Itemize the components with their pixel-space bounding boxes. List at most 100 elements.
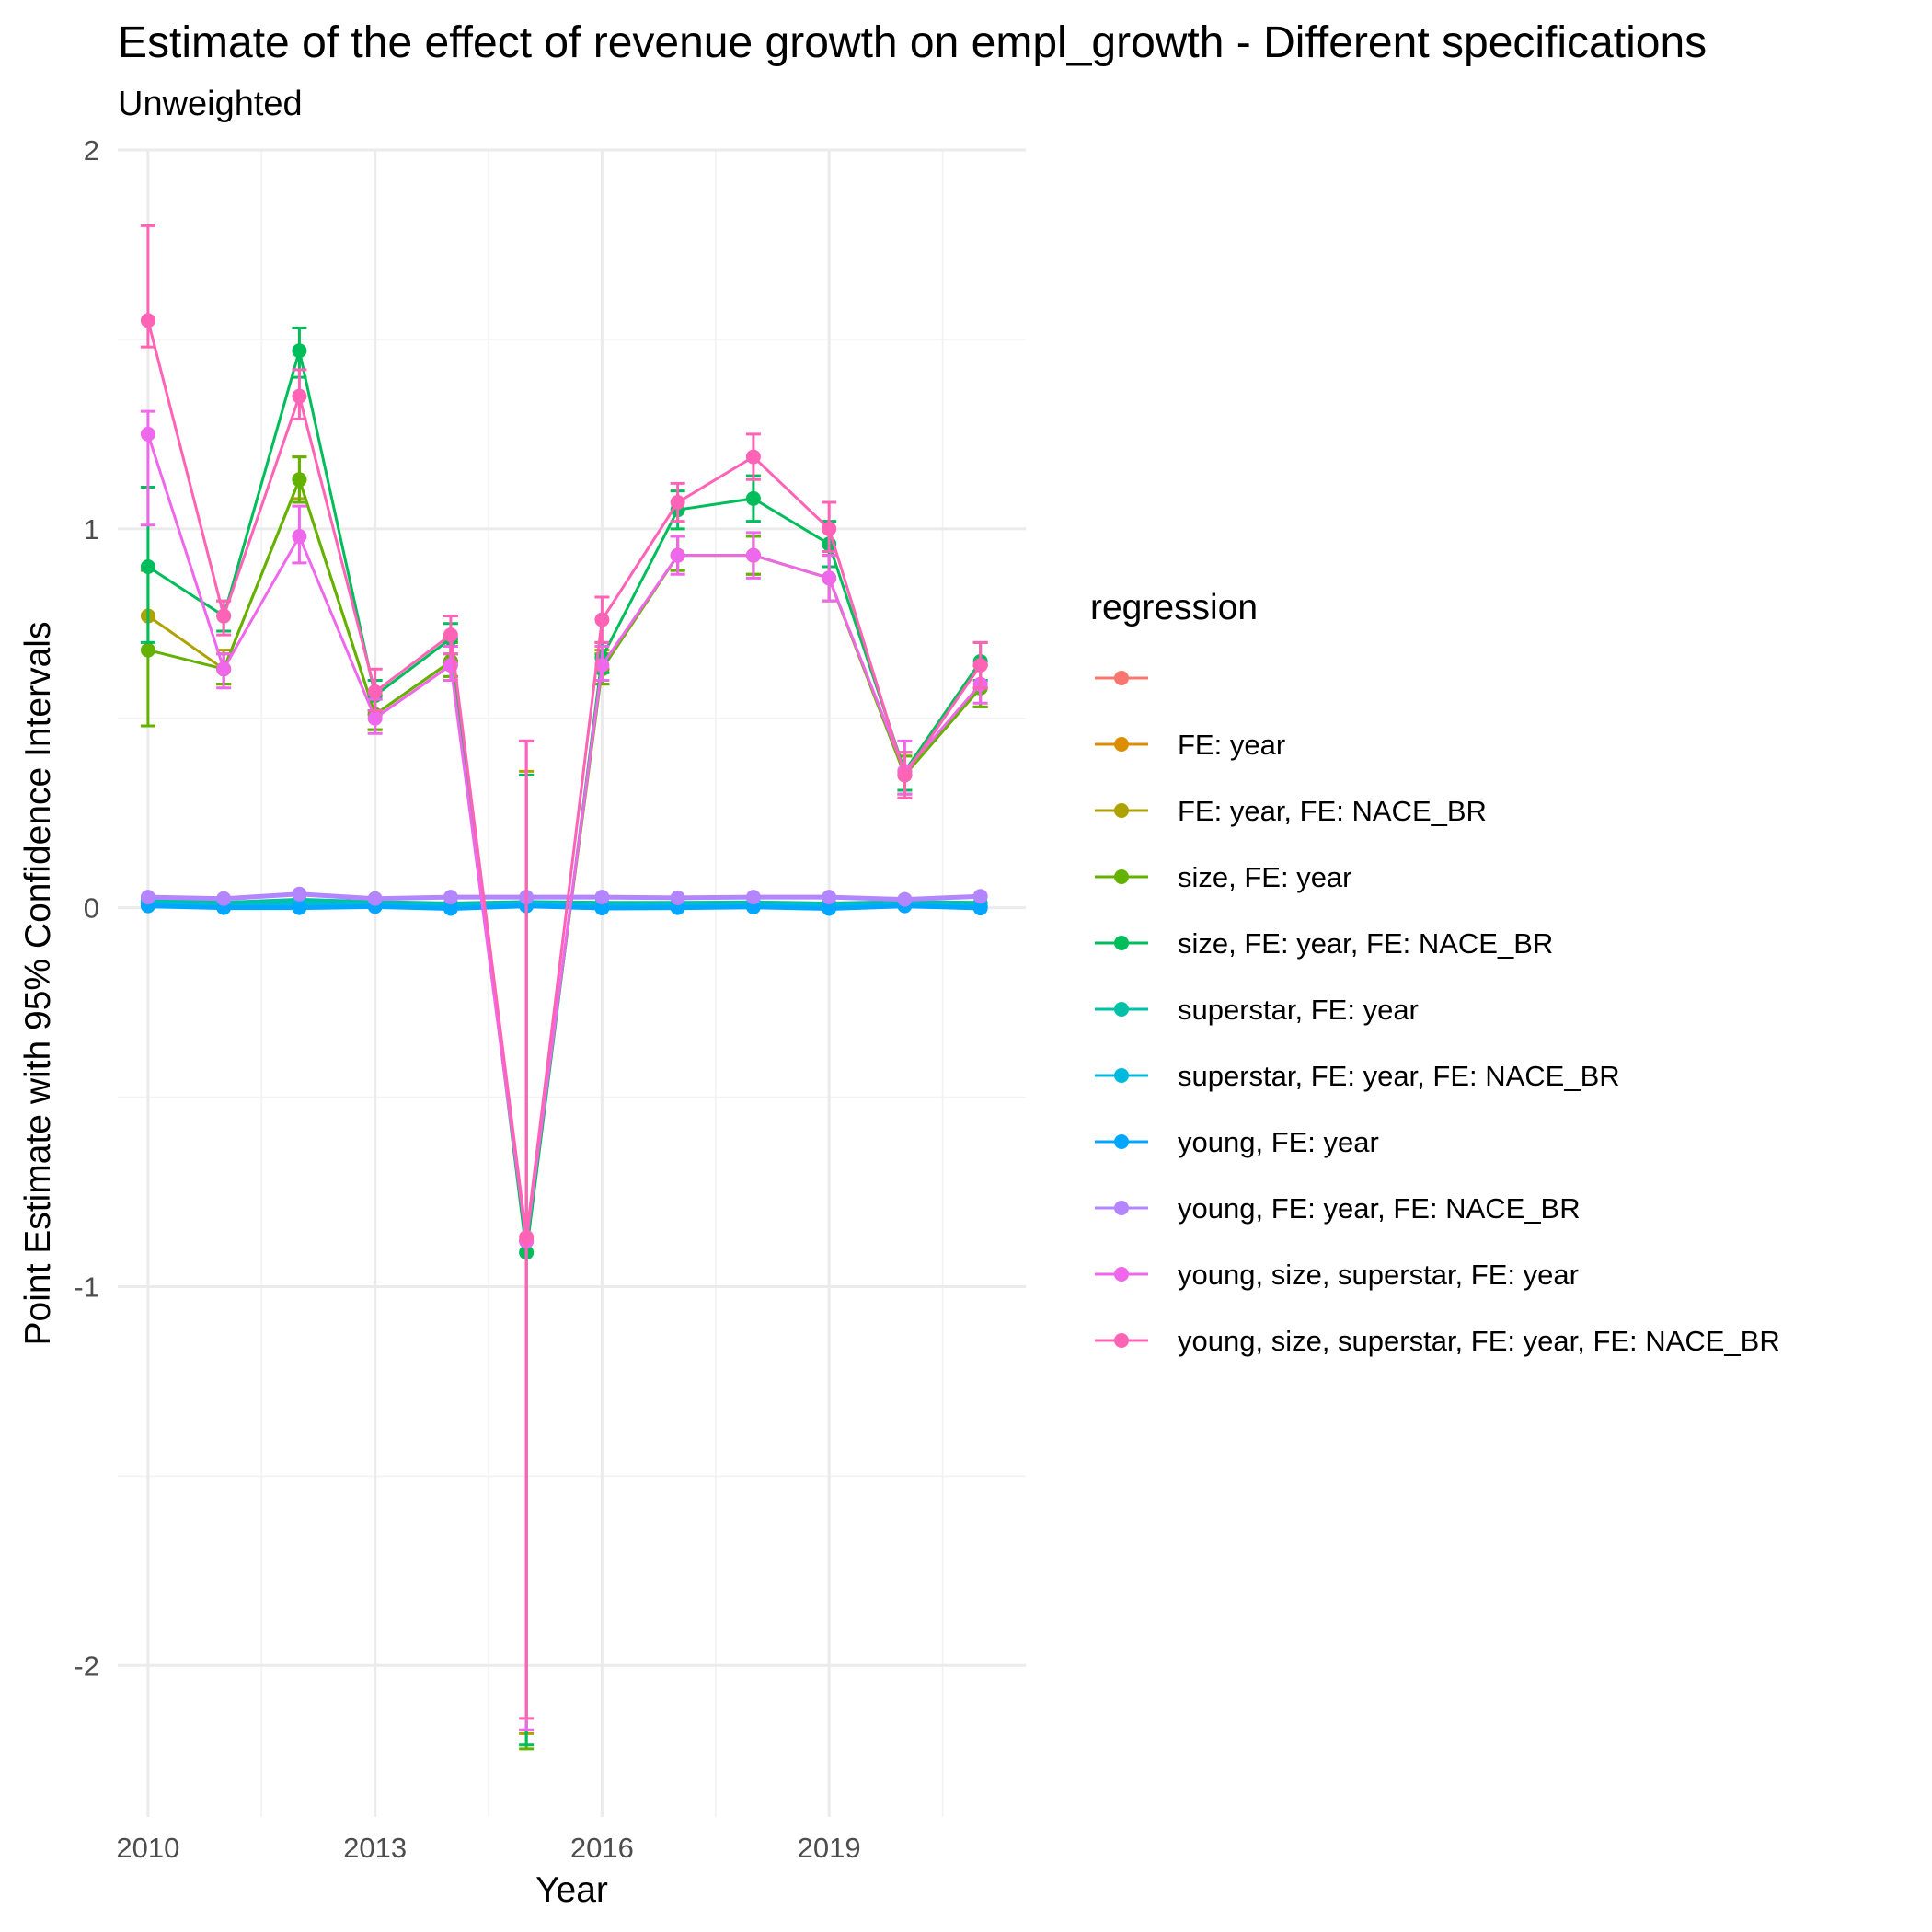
data-point [745,490,761,506]
legend-key-point [1114,1002,1129,1017]
data-point [367,891,383,906]
legend-key-point [1114,1267,1129,1282]
gridlines [118,148,1026,1817]
series-line [147,349,982,1254]
data-point [292,472,307,488]
x-axis-ticks: 2010 2013 2016 2019 [116,1832,860,1864]
legend-label: FE: year, FE: NACE_BR [1178,795,1487,827]
legend-key-point [1114,737,1129,752]
legend-key-point [1114,1333,1129,1348]
plot-series [140,224,988,1751]
x-tick-label: 2019 [798,1832,861,1864]
data-point [972,901,988,916]
series-line [147,891,981,903]
data-point [519,1229,535,1245]
data-point [972,889,988,904]
data-point [822,901,837,916]
y-tick-label: -1 [74,1271,99,1303]
legend-item: young, FE: year, FE: NACE_BR [1095,1192,1581,1225]
legend-item [1095,671,1148,685]
legend-label: young, FE: year [1178,1126,1379,1158]
series-8 [140,886,988,907]
data-point [443,901,458,916]
legend-key-point [1114,1134,1129,1149]
data-point [140,313,155,328]
legend-key-point [1114,671,1129,685]
data-point [594,658,610,673]
data-point [367,684,383,699]
data-point [140,426,155,442]
series-4 [140,327,988,1747]
data-point [292,388,307,404]
data-point [292,886,307,902]
legend-item: size, FE: year [1095,861,1352,893]
data-point [822,521,837,536]
data-point [822,570,837,586]
series-3 [140,455,988,1751]
data-point [140,559,155,574]
legend-label: young, FE: year, FE: NACE_BR [1178,1192,1581,1225]
data-point [367,710,383,726]
legend-label: FE: year [1178,729,1285,761]
legend-item: superstar, FE: year, FE: NACE_BR [1095,1060,1620,1092]
y-tick-label: 2 [84,134,99,167]
x-tick-label: 2013 [343,1832,407,1864]
data-point [216,608,232,624]
legend-label: young, size, superstar, FE: year [1178,1259,1579,1291]
legend-label: superstar, FE: year [1178,994,1419,1026]
data-point [822,890,837,905]
data-point [972,658,988,673]
data-point [745,547,761,563]
legend-item: size, FE: year, FE: NACE_BR [1095,927,1553,960]
series-2 [140,455,988,1735]
data-point [292,343,307,359]
y-tick-label: -2 [74,1650,99,1682]
legend: FE: year FE: year, FE: NACE_BR size, FE: y… [1095,671,1780,1357]
x-tick-label: 2016 [570,1832,634,1864]
legend-label: young, size, superstar, FE: year, FE: NA… [1178,1325,1780,1357]
legend-key-point [1114,1068,1129,1083]
data-point [443,890,458,905]
y-tick-label: 1 [84,513,99,546]
data-point [670,547,685,563]
data-point [897,767,913,783]
legend-key-point [1114,803,1129,818]
chart-subtitle: Unweighted [118,85,303,123]
data-point [292,529,307,545]
legend-item: young, size, superstar, FE: year, FE: NA… [1095,1325,1780,1357]
legend-item: FE: year, FE: NACE_BR [1095,795,1487,827]
series-line [147,903,981,911]
legend-key-point [1114,869,1129,884]
legend-item: young, FE: year [1095,1126,1379,1158]
legend-label: superstar, FE: year, FE: NACE_BR [1178,1060,1620,1092]
chart-title: Estimate of the effect of revenue growth… [118,18,1707,67]
legend-item: FE: year [1095,729,1285,761]
data-point [443,627,458,643]
data-point [140,642,155,658]
data-point [594,612,610,627]
series-9 [140,409,988,1731]
series-10 [140,224,988,1720]
data-point [216,661,232,677]
data-point [670,890,685,905]
x-axis-title: Year [535,1870,608,1910]
x-tick-label: 2010 [116,1832,179,1864]
data-point [140,890,155,905]
series-line [146,433,982,1243]
y-axis-ticks: 2 1 0 -1 -2 [74,134,99,1682]
legend-item: superstar, FE: year [1095,994,1419,1026]
data-point [216,891,232,906]
legend-label: size, FE: year, FE: NACE_BR [1178,927,1553,960]
data-point [670,494,685,510]
data-point [292,900,307,915]
data-point [745,890,761,905]
legend-title: regression [1090,588,1258,627]
legend-item: young, size, superstar, FE: year [1095,1259,1579,1291]
data-point [594,901,610,916]
data-point [897,891,913,907]
series-line [147,477,982,1243]
legend-label: size, FE: year [1178,861,1352,893]
legend-key-point [1114,936,1129,950]
series-line [147,477,982,1243]
